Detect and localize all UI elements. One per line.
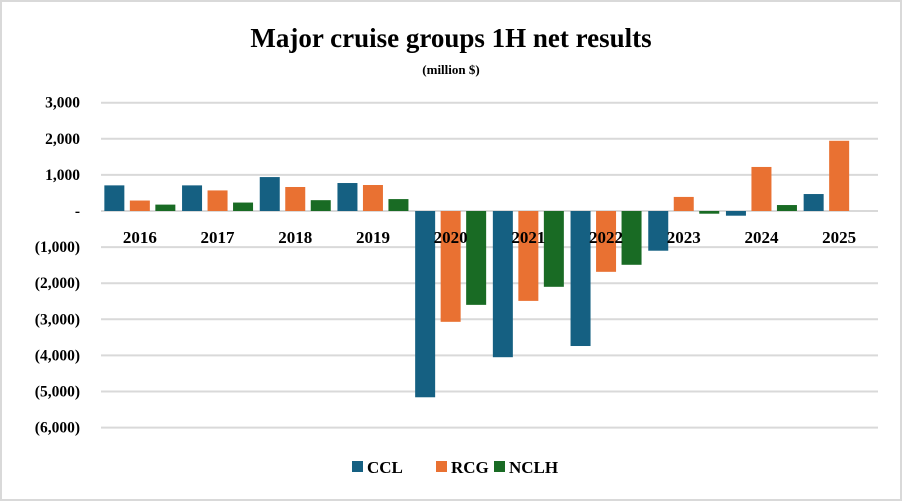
legend: CCL RCG NCLH: [352, 458, 558, 477]
y-tick-label: (6,000): [35, 420, 80, 437]
legend-label: RCG: [451, 458, 489, 477]
bar-ccl-2018: [259, 177, 280, 211]
x-tick-label: 2022: [589, 228, 623, 247]
bar-rcg-2024: [751, 166, 772, 211]
legend-swatch: [436, 461, 447, 472]
y-tick-label: 3,000: [45, 95, 80, 112]
y-tick-label: (4,000): [35, 347, 80, 364]
bar-ccl-2024: [725, 211, 746, 216]
bar-rcg-2022: [596, 211, 617, 272]
bar-nclh-2019: [388, 199, 409, 211]
bar-nclh-2023: [699, 211, 720, 214]
x-tick-label: 2024: [744, 228, 779, 247]
bar-nclh-2024: [776, 205, 797, 211]
x-tick-label: 2020: [434, 228, 468, 247]
bar-ccl-2017: [182, 185, 203, 211]
x-tick-label: 2017: [201, 228, 236, 247]
bar-nclh-2016: [155, 204, 176, 211]
bar-ccl-2025: [803, 194, 824, 211]
bar-rcg-2021: [518, 211, 539, 301]
x-tick-label: 2021: [511, 228, 545, 247]
y-tick-label: -: [75, 203, 80, 220]
legend-label: NCLH: [509, 458, 558, 477]
bar-ccl-2022: [570, 211, 591, 347]
y-tick-label: (2,000): [35, 275, 80, 292]
y-tick-label: (1,000): [35, 239, 80, 256]
bar-rcg-2023: [673, 196, 694, 211]
bar-rcg-2018: [285, 186, 306, 211]
chart-subtitle: (million $): [422, 62, 479, 77]
y-axis-ticks: 3,000 2,000 1,000 - (1,000) (2,000) (3,000) (4,…: [35, 95, 80, 437]
y-tick-label: (3,000): [35, 311, 80, 328]
gridlines: [101, 101, 878, 429]
x-tick-label: 2018: [278, 228, 312, 247]
legend-swatch: [352, 461, 363, 472]
bar-rcg-2019: [362, 185, 383, 211]
legend-swatch: [494, 461, 505, 472]
bar-nclh-2022: [621, 211, 642, 265]
bar-rcg-2025: [829, 140, 850, 211]
bar-ccl-2023: [648, 211, 669, 251]
bars: [104, 140, 850, 398]
bar-ccl-2020: [415, 211, 436, 398]
bar-rcg-2017: [207, 190, 228, 211]
bar-nclh-2018: [310, 200, 331, 211]
x-tick-label: 2023: [667, 228, 701, 247]
bar-nclh-2017: [233, 202, 254, 211]
bar-ccl-2019: [337, 183, 358, 211]
chart-title: Major cruise groups 1H net results: [250, 23, 651, 53]
bar-ccl-2016: [104, 185, 125, 211]
legend-item-rcg: RCG: [436, 458, 489, 477]
x-tick-label: 2016: [123, 228, 157, 247]
x-axis-ticks: 2016 2017 2018 2019 2020 2021 2022 2023 2024 2025: [123, 228, 856, 247]
y-tick-label: 1,000: [45, 167, 80, 184]
bar-nclh-2021: [543, 211, 564, 287]
x-tick-label: 2019: [356, 228, 390, 247]
legend-item-ccl: CCL: [352, 458, 403, 477]
legend-label: CCL: [367, 458, 403, 477]
y-tick-label: 2,000: [45, 131, 80, 148]
bar-rcg-2016: [129, 200, 150, 211]
legend-item-nclh: NCLH: [494, 458, 558, 477]
y-tick-label: (5,000): [35, 384, 80, 401]
x-tick-label: 2025: [822, 228, 856, 247]
bar-rcg-2020: [440, 211, 461, 322]
bar-nclh-2020: [466, 211, 487, 305]
bar-ccl-2021: [492, 211, 513, 358]
